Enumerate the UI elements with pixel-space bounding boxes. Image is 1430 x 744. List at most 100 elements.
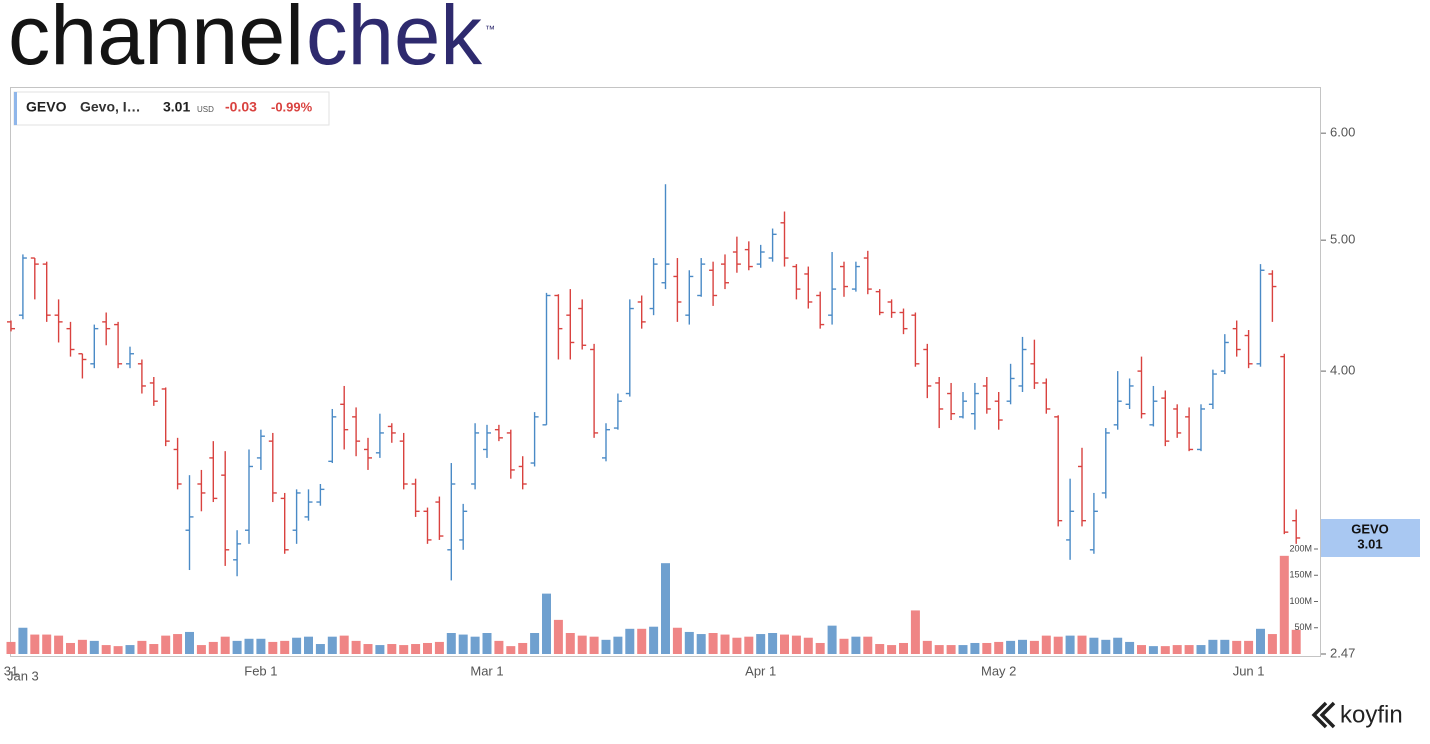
koyfin-logo: koyfin <box>1311 701 1403 728</box>
legend-currency: USD <box>197 105 214 114</box>
volume-bar <box>1077 635 1087 654</box>
volume-bar <box>1125 641 1135 654</box>
price-tag-box <box>1321 519 1420 557</box>
volume-bar <box>601 639 611 654</box>
volume-bar <box>910 610 920 654</box>
x-tick-label: 31 <box>4 663 18 678</box>
volume-bar <box>315 644 325 654</box>
volume-bar <box>1029 640 1039 654</box>
volume-bar <box>589 636 599 654</box>
volume-bar <box>768 633 778 654</box>
volume-bar <box>518 642 528 654</box>
volume-bar <box>1148 646 1158 654</box>
volume-bar <box>530 633 540 654</box>
price-tag-value: 3.01 <box>1357 536 1382 551</box>
volume-bar <box>125 645 135 654</box>
volume-bar <box>1053 636 1063 654</box>
volume-bar <box>256 638 266 654</box>
trademark: ™ <box>485 25 495 36</box>
volume-bar <box>470 636 480 654</box>
volume-bar <box>803 637 813 654</box>
volume-bar <box>827 625 837 654</box>
volume-bar <box>720 634 730 654</box>
volume-bar <box>423 642 432 654</box>
volume-bar <box>268 641 278 654</box>
volume-bar <box>661 563 670 654</box>
volume-bar <box>1220 639 1230 654</box>
y-tick-label: 2.47 <box>1330 645 1355 660</box>
volume-bar <box>173 634 183 654</box>
volume-bar <box>1006 640 1016 654</box>
volume-bar <box>375 645 385 654</box>
volume-bar <box>208 641 218 654</box>
volume-bar <box>363 644 373 654</box>
volume-bar <box>922 640 932 654</box>
volume-bar <box>77 639 87 654</box>
plot-frame <box>10 87 1321 657</box>
volume-bar <box>66 642 75 654</box>
legend-box <box>13 91 330 126</box>
volume-bar <box>482 633 492 654</box>
volume-bar <box>553 619 563 654</box>
x-tick-label: Jun 1 <box>1233 663 1265 678</box>
volume-bar <box>244 638 254 654</box>
koyfin-brand: koyfin <box>1340 701 1403 728</box>
x-tick-label: Feb 1 <box>244 663 277 678</box>
y-tick-label: 5.00 <box>1330 232 1355 247</box>
volume-bar <box>411 644 421 654</box>
volume-bar <box>994 641 1004 654</box>
volume-bar <box>339 635 349 654</box>
volume-bar <box>684 631 694 654</box>
volume-bar <box>1101 639 1111 654</box>
volume-bar <box>137 640 147 654</box>
volume-bar <box>149 644 159 654</box>
y-tick-label: 6.00 <box>1330 125 1355 140</box>
legend-name: Gevo, I… <box>80 99 141 115</box>
volume-bar <box>1113 637 1123 654</box>
volume-bar <box>625 628 635 654</box>
volume-bar <box>1065 635 1075 654</box>
volume-bar <box>1267 634 1277 654</box>
volume-bar <box>1172 645 1182 654</box>
legend-change-pct: -0.99% <box>271 99 313 114</box>
volume-bar <box>791 635 801 654</box>
y-tick-label: 4.00 <box>1330 363 1355 378</box>
volume-bar <box>708 633 718 654</box>
volume-bar <box>982 642 992 654</box>
volume-bar <box>542 593 551 654</box>
volume-tick-label: 100M <box>1289 596 1312 606</box>
volume-bar <box>54 635 64 654</box>
volume-bar <box>899 642 908 654</box>
volume-bar <box>732 637 742 654</box>
volume-bar <box>458 634 468 654</box>
volume-bar <box>1291 629 1301 654</box>
x-tick-label: May 2 <box>981 663 1016 678</box>
volume-bar <box>292 637 302 654</box>
volume-bar <box>18 627 28 654</box>
volume-bar <box>196 645 206 654</box>
volume-bar <box>1232 640 1242 654</box>
volume-bar <box>1279 555 1289 654</box>
volume-bar <box>934 645 944 654</box>
brand-chek: chek <box>306 0 483 82</box>
volume-bar <box>351 640 361 654</box>
volume-tick-label: 200M <box>1289 543 1312 553</box>
volume-bar <box>30 634 40 654</box>
volume-bar <box>851 636 861 654</box>
volume-bar <box>839 638 849 654</box>
x-tick-label: Jan 3 <box>7 668 39 683</box>
volume-bar <box>1208 639 1218 654</box>
volume-bar <box>6 641 16 654</box>
volume-bar <box>1244 640 1254 654</box>
volume-bar <box>780 634 789 654</box>
volume-bar <box>161 635 171 654</box>
volume-bar <box>113 646 123 654</box>
volume-bar <box>863 636 873 654</box>
volume-bar <box>565 633 575 654</box>
volume-bar <box>1256 628 1265 654</box>
volume-bar <box>577 635 587 654</box>
volume-bar <box>1018 639 1027 654</box>
